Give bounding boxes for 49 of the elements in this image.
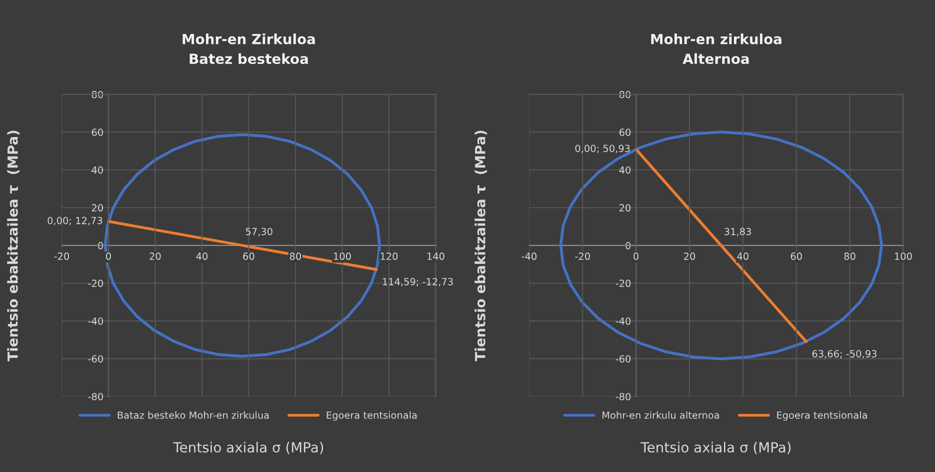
y-tick-label: 20 <box>92 204 103 212</box>
y-tick-label: 60 <box>620 128 631 136</box>
line-series <box>559 130 883 360</box>
y-tick-label: 40 <box>619 166 631 174</box>
line-series <box>104 133 381 358</box>
legend-label: Egoera tentsionala <box>326 411 417 421</box>
x-tick-label: 0 <box>634 252 639 260</box>
x-tick-label: -20 <box>575 252 590 260</box>
x-tick-label: -40 <box>522 252 537 260</box>
annotation: 0,00; 50,93 <box>575 144 630 154</box>
y-tick-label: 60 <box>92 128 103 136</box>
x-tick-label: 60 <box>243 252 254 260</box>
y-tick-label: -60 <box>616 355 631 363</box>
x-tick-label: 120 <box>380 252 398 260</box>
x-axis-title: Tentsio axiala σ (MPa) <box>173 442 324 454</box>
x-tick-label: 40 <box>737 252 748 260</box>
y-tick-label: 20 <box>620 204 631 212</box>
x-tick-label: 100 <box>334 252 351 260</box>
annotation: 0,00; 12,73 <box>48 216 102 226</box>
x-tick-label: 140 <box>428 252 444 260</box>
y-tick-label: -80 <box>88 392 103 400</box>
chart-title: Mohr-en zirkuloa Alternoa <box>651 34 782 64</box>
y-tick-label: -40 <box>616 317 631 325</box>
y-tick-label: -80 <box>616 392 631 400</box>
legend-label: Mohr-en zirkulu alternoa <box>602 411 719 419</box>
annotation: 63,66; -50,93 <box>812 350 876 358</box>
x-axis-title: Tentsio axiala σ (MPa) <box>640 442 791 454</box>
legend-label: Egoera tentsionala <box>777 411 867 421</box>
y-tick-label: -20 <box>616 280 631 288</box>
x-tick-label: 80 <box>290 252 301 260</box>
y-tick-label: -60 <box>88 355 103 363</box>
chart-title: Mohr-en Zirkuloa Batez bestekoa <box>182 34 315 64</box>
x-tick-label: 40 <box>196 252 208 260</box>
y-tick-label: 40 <box>92 166 103 174</box>
legend-label: Bataz besteko Mohr-en zirkulua <box>118 411 269 419</box>
x-tick-label: 20 <box>150 252 161 260</box>
annotation: 31,83 <box>724 228 751 236</box>
y-axis-title: Tientsio ebakitzailea τ (MPa) <box>7 130 20 362</box>
x-tick-label: 60 <box>790 252 802 260</box>
y-tick-label: -20 <box>88 280 103 288</box>
annotation: 114,59; -12,73 <box>382 278 453 286</box>
x-tick-label: 0 <box>106 252 111 260</box>
x-tick-label: -20 <box>54 252 70 260</box>
y-axis-title: Tientsio ebakitzailea τ (MPa) <box>474 130 488 362</box>
x-tick-label: 20 <box>684 252 696 260</box>
annotation: 57,30 <box>246 228 272 236</box>
x-tick-label: 100 <box>895 252 912 260</box>
x-tick-label: 80 <box>844 252 856 260</box>
y-tick-label: -40 <box>88 317 103 325</box>
